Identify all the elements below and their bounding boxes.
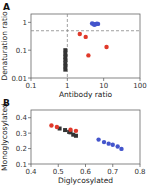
- point: [63, 48, 67, 52]
- figure: 0.11101000.010.11Antibody ratioDenaturat…: [0, 0, 150, 191]
- point: [104, 45, 108, 49]
- y-tick-label: 0.01: [11, 75, 27, 83]
- x-tick-label: 0.5: [53, 168, 64, 176]
- panel: 0.4 0.5 0.6 0.7 0.8 0.1 0.2 0.3 0.4 Diglycosylate…: [0, 98, 146, 185]
- x-axis-label: Antibody ratio: [59, 90, 113, 99]
- panel: 0.11101000.010.11Antibody ratioDenaturat…: [0, 2, 147, 99]
- x-tick-label: 0.4: [25, 168, 37, 176]
- point: [96, 22, 100, 26]
- y-tick: [28, 22, 31, 23]
- y-tick-label: 0.1: [16, 47, 27, 55]
- x-axis-label: Diglycosylated: [58, 176, 113, 185]
- plot-frame: [31, 110, 140, 164]
- plot-frame: [31, 14, 140, 78]
- panel-label: A: [3, 2, 10, 12]
- x-tick-label: 0.8: [134, 168, 145, 176]
- point: [102, 140, 106, 144]
- point: [78, 32, 82, 36]
- y-axis-label: Denaturation ratio: [0, 11, 9, 81]
- point: [83, 35, 87, 39]
- x-tick: [85, 164, 86, 167]
- x-tick-label: 0.7: [107, 168, 118, 176]
- y-tick-label: 1: [23, 19, 27, 27]
- point: [63, 68, 67, 72]
- point: [106, 141, 110, 145]
- x-tick: [140, 164, 141, 167]
- x-tick-label: 1: [65, 82, 69, 90]
- reference-line: [31, 30, 140, 31]
- y-tick: [28, 50, 31, 51]
- y-tick: [28, 78, 31, 79]
- x-tick: [31, 78, 32, 81]
- y-tick-label: 0.1: [16, 161, 27, 169]
- x-tick: [31, 164, 32, 167]
- panel-label: B: [3, 98, 10, 108]
- plot-area: [49, 123, 123, 151]
- x-tick-label: 0.1: [25, 82, 36, 90]
- point: [74, 134, 78, 138]
- point: [63, 128, 67, 132]
- y-tick-label: 0.3: [16, 130, 27, 138]
- point: [111, 143, 115, 147]
- x-tick-label: 0.6: [80, 168, 92, 176]
- x-tick: [140, 78, 141, 81]
- x-tick-label: 10: [99, 82, 108, 90]
- x-tick-label: 100: [133, 82, 146, 90]
- y-axis-label: Monoglycosylated: [0, 103, 9, 171]
- point: [68, 128, 72, 132]
- point: [49, 123, 53, 127]
- point: [119, 147, 123, 151]
- x-tick: [103, 78, 104, 81]
- y-tick-label: 0.2: [16, 145, 27, 153]
- x-tick: [67, 78, 68, 81]
- point: [96, 137, 100, 141]
- point: [55, 125, 59, 129]
- y-tick: [28, 148, 31, 149]
- x-tick: [58, 164, 59, 167]
- y-tick-label: 0.4: [16, 114, 28, 122]
- y-tick: [28, 133, 31, 134]
- x-tick: [112, 164, 113, 167]
- point: [115, 144, 119, 148]
- point: [74, 129, 78, 133]
- y-tick: [28, 117, 31, 118]
- point: [86, 53, 90, 57]
- y-tick: [28, 164, 31, 165]
- plot-area: [31, 14, 140, 78]
